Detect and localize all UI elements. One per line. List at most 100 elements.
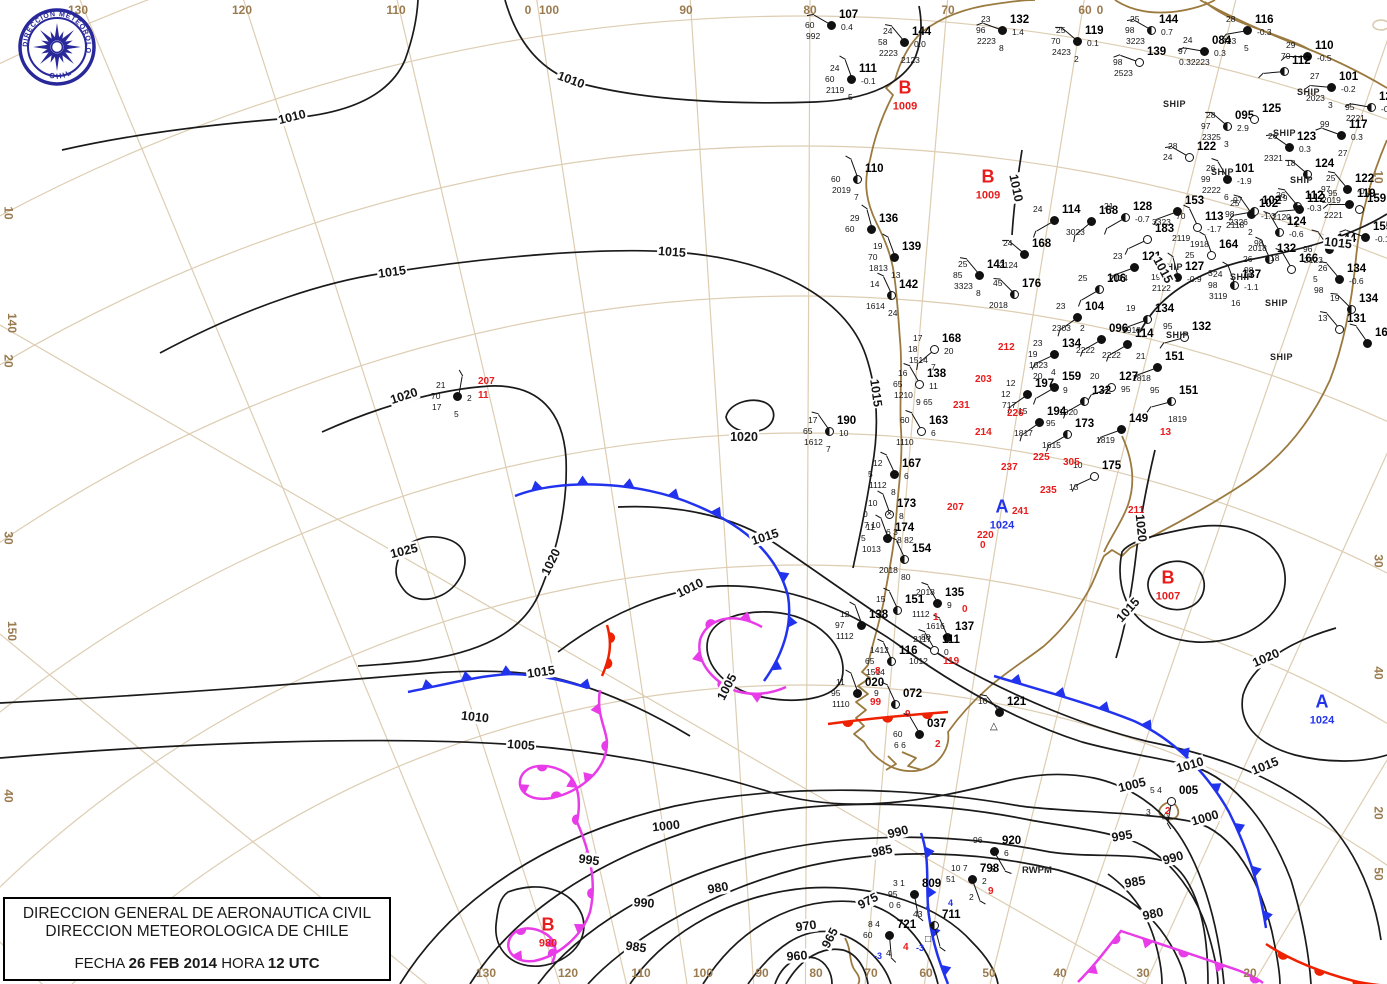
cloud-cover-icon — [1363, 339, 1372, 348]
station-weather-value: 51 — [946, 874, 956, 884]
pressure-annotation-red: 0 — [980, 540, 986, 551]
station-temp-value: 25 — [1230, 198, 1240, 208]
station-weather-value: 60 — [831, 174, 841, 184]
station-temp-value: 25 — [958, 259, 968, 269]
isobar-value-label: 1015 — [656, 243, 688, 261]
station-weather-value: 60 — [845, 224, 855, 234]
station-temp-value: 2018 — [916, 587, 935, 597]
station-weather-value: 19 — [1151, 272, 1161, 282]
station-pressure-value: 116 — [899, 645, 918, 657]
station-dewpoint-value: 0.32223 — [1179, 57, 1210, 67]
station-tendency-value: 11 — [929, 381, 938, 391]
cloud-cover-icon — [1050, 383, 1059, 392]
station-pressure-value: 174 — [895, 522, 915, 534]
graticule-meridian — [804, 0, 811, 984]
station-temp-value: 15 — [1018, 406, 1028, 416]
station-temp-value: 21 — [1104, 201, 1114, 211]
logo-ray — [40, 30, 55, 45]
station-low-cloud-value: 3 — [1208, 268, 1213, 278]
cloud-cover-icon — [1010, 290, 1019, 299]
isobar-value-label: 1015 — [1248, 753, 1282, 779]
station-pressure-value: 111 — [942, 634, 960, 646]
station-pressure-value: 112 — [1292, 55, 1311, 67]
station-pressure-value: 136 — [879, 213, 899, 225]
cloud-cover-icon — [1303, 52, 1312, 61]
graticule-label-bottom: 30 — [1136, 966, 1150, 980]
station-weather-value: 65 — [893, 379, 903, 389]
cloud-cover-icon — [1095, 285, 1104, 294]
station-dewpoint-value: 2018 — [879, 565, 898, 575]
graticule-label-bottom: 100 — [692, 966, 714, 980]
occluded-front-symbol-icon — [587, 887, 593, 899]
station-pressure-value: 112 — [1307, 193, 1326, 205]
station-pressure-value: 101 — [1339, 71, 1359, 83]
station-pressure-value: 134 — [1347, 263, 1367, 275]
cloud-cover-icon — [890, 470, 899, 479]
pressure-annotation-red: 212 — [998, 342, 1015, 353]
cloud-cover-icon — [1035, 418, 1044, 427]
cloud-cover-icon — [943, 633, 952, 642]
isobar-value-label: 1005 — [505, 736, 537, 754]
cloud-cover-icon — [1080, 397, 1089, 406]
station-symbol-icon: □ — [925, 934, 932, 945]
station-pressure-value: 134 — [1155, 303, 1175, 315]
hora-label: HORA — [221, 955, 264, 972]
cold-front-line — [407, 672, 589, 694]
station-dewpoint-value: 1210 — [894, 390, 913, 400]
station-low-cloud-value: 1819 — [1168, 414, 1187, 424]
cloud-cover-icon — [1223, 175, 1232, 184]
graticule-label-left: 140 — [5, 312, 20, 334]
isobar-value-label: 990 — [885, 822, 911, 842]
rwpm-label: RWPM — [1022, 865, 1052, 876]
station-low-cloud-value: 2 — [969, 892, 974, 902]
cloud-cover-icon — [893, 606, 902, 615]
cloud-cover-icon — [1250, 115, 1259, 124]
logo-ray — [33, 44, 51, 50]
station-temp-value: 29 — [1286, 40, 1296, 50]
occluded-front-symbol-icon — [705, 619, 716, 628]
station-low-cloud-value: 2123 — [901, 55, 920, 65]
station-pressure-value: 798 — [980, 863, 1000, 875]
station-pressure-value: 151 — [905, 594, 925, 606]
station-temp-value: 10 — [1073, 460, 1083, 470]
pressure-center-value: 1009 — [975, 189, 1001, 202]
station-temp-value: 13 — [1318, 313, 1328, 323]
cold-front-symbol-icon — [1251, 865, 1262, 878]
isobar-value-label: 980 — [705, 879, 731, 897]
graticule-label-bottom: 130 — [475, 966, 497, 980]
cloud-cover-icon — [1345, 200, 1354, 209]
cloud-cover-icon — [998, 26, 1007, 35]
station-pressure-value: 168 — [1032, 238, 1052, 250]
graticule-label-top: 120 — [231, 3, 253, 17]
cloud-cover-icon — [968, 875, 977, 884]
station-dewpoint-value: 1110 — [896, 437, 914, 447]
isobar-value-label: 1000 — [1188, 807, 1222, 829]
station-temp-value: 25 — [1056, 25, 1066, 35]
station-weather-value: 70 — [868, 252, 878, 262]
isobar-path — [0, 670, 691, 737]
graticule-label-right: 30 — [1371, 554, 1386, 568]
station-tendency-value: 0.3 — [1299, 144, 1311, 154]
occluded-front-symbol-icon — [515, 927, 527, 935]
warm-front-symbol-icon — [605, 658, 613, 669]
graticule-label-left: 150 — [5, 620, 20, 642]
station-temp-value: 2018 — [1248, 243, 1267, 253]
coastline-path — [853, 139, 1387, 772]
station-temp-value: 10 7 — [951, 863, 968, 873]
station-weather-value: 98 — [1113, 57, 1123, 67]
cloud-cover-icon — [930, 345, 939, 354]
station-low-cloud-value: 8 — [891, 487, 896, 497]
isobar-path — [587, 853, 1187, 984]
coastline-south-america — [844, 0, 1387, 984]
isobar-path — [495, 886, 585, 967]
station-weather-value: 58 — [878, 37, 888, 47]
pressure-center-high: A 1024 — [990, 497, 1014, 532]
graticule-label-bottom: 20 — [1243, 966, 1257, 980]
isobar-value-label: 1020 — [729, 430, 759, 444]
isobar-path — [1119, 524, 1286, 643]
isobar-path — [395, 536, 466, 601]
station-dewpoint-value: 1920 — [1059, 407, 1078, 417]
temperature-annotation-blue: 4 — [948, 898, 954, 908]
cloud-cover-icon — [1327, 83, 1336, 92]
